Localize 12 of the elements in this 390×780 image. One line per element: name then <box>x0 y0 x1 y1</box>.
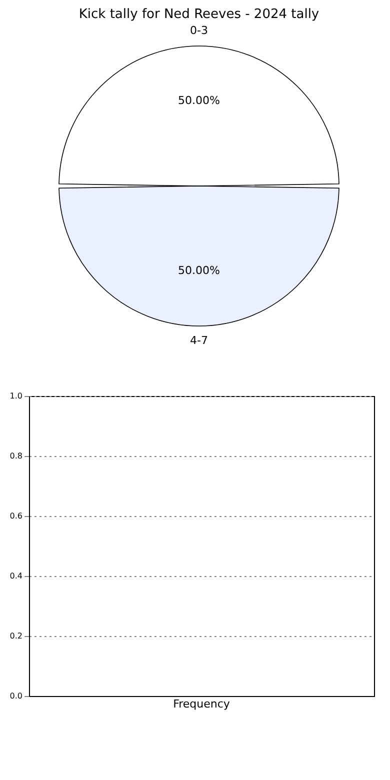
x-tick-label: Frequency <box>173 698 230 710</box>
y-tick-label: 1.0 <box>10 392 22 400</box>
y-tick-label: 0.2 <box>10 632 22 640</box>
slice-label: 0-3 <box>190 24 208 37</box>
data-label: 50.00% <box>178 264 220 277</box>
data-label: 50.00% <box>178 94 220 107</box>
y-tick-label: 0.8 <box>10 452 22 460</box>
y-tick-label: 0.6 <box>10 512 22 520</box>
y-tick-label: 0.4 <box>10 572 22 580</box>
chart-title: Kick tally for Ned Reeves - 2024 tally <box>78 7 320 22</box>
slice-label: 4-7 <box>190 334 208 347</box>
y-tick-label: 0.0 <box>10 692 22 700</box>
